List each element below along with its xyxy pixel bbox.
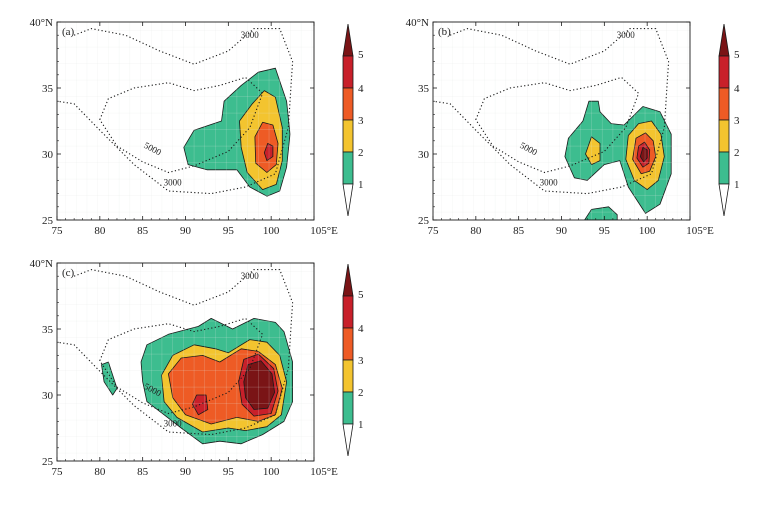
- panel-c-x-tick-label: 95: [223, 466, 235, 478]
- panel-b-colorbar-swatch-below: [718, 183, 730, 217]
- panel-a-colorbar-swatch-2: [342, 119, 354, 153]
- panel-c-contour-5000: [99, 317, 264, 415]
- panel-c-colorbar-swatch-4: [342, 295, 354, 329]
- panel-c-colorbar-label: 4: [358, 323, 364, 335]
- panel-c-contour-label: 3000: [241, 271, 260, 281]
- panel-b-x-tick-label: 105°E: [686, 225, 714, 237]
- panel-a-x-tick-label: 100: [263, 225, 280, 237]
- panel-a-x-tick-label: 90: [180, 225, 192, 237]
- panel-b-colorbar-label: 5: [734, 49, 740, 61]
- panel-c-colorbar: 1 2 3 4 5: [342, 263, 364, 457]
- panel-c-contour-3000: [57, 269, 294, 436]
- panel-b-colorbar-swatch-4: [718, 55, 730, 89]
- panel-c-colorbar-swatch-below: [342, 423, 354, 457]
- panel-a-y-tick-label: 40°N: [30, 17, 53, 29]
- panel-b-x-tick-label: 100: [639, 225, 656, 237]
- panel-a-y-tick-label: 25: [42, 215, 54, 227]
- panel-a-contour-3000: [57, 28, 294, 195]
- panel-b-x-tick-label: 75: [428, 225, 440, 237]
- panel-a-x-tick-label: 85: [137, 225, 149, 237]
- panel-a-contour-label: 3000: [164, 178, 183, 188]
- panel-a-colorbar-label: 4: [358, 83, 364, 95]
- panel-b-label: (b): [438, 26, 451, 38]
- panel-b-colorbar-label: 1: [734, 179, 740, 191]
- panel-b-colorbar-label: 4: [734, 83, 740, 95]
- panel-c-y-tick-label: 40°N: [30, 258, 53, 270]
- panel-b-shaded-region-level-5-6: [639, 146, 648, 163]
- panel-a-colorbar-label: 5: [358, 49, 364, 61]
- panel-a-y-tick-label: 35: [42, 83, 54, 95]
- panel-a-x-tick-label: 75: [52, 225, 64, 237]
- panel-a-colorbar-swatch-5: [342, 23, 354, 57]
- panel-c-x-tick-label: 80: [94, 466, 106, 478]
- panel-b-colorbar-swatch-5: [718, 23, 730, 57]
- panel-b-contour-label: 3000: [617, 30, 636, 40]
- panel-b-colorbar-swatch-2: [718, 119, 730, 153]
- panel-c-x-tick-label: 90: [180, 466, 192, 478]
- panel-c-contour-label: 3000: [164, 419, 183, 429]
- panel-b-y-tick-label: 30: [418, 149, 430, 161]
- panel-a-contour-label: 3000: [241, 30, 260, 40]
- panel-b-shaded-region-level-1-1: [584, 206, 618, 220]
- panel-c-label: (c): [62, 267, 75, 279]
- panel-c-x-tick-label: 100: [263, 466, 280, 478]
- panel-b-colorbar-label: 2: [734, 147, 740, 159]
- panel-c-x-tick-label: 75: [52, 466, 64, 478]
- panel-c-colorbar-swatch-2: [342, 359, 354, 393]
- panel-c-colorbar-swatch-5: [342, 263, 354, 297]
- panel-c-colorbar-label: 2: [358, 387, 364, 399]
- panel-c-y-tick-label: 25: [42, 456, 54, 468]
- panel-c-colorbar-label: 1: [358, 419, 364, 431]
- panel-c-colorbar-label: 3: [358, 355, 364, 367]
- panel-c-x-tick-label: 105°E: [310, 466, 338, 478]
- panel-c-x-tick-label: 85: [137, 466, 149, 478]
- panel-b-x-tick-label: 90: [556, 225, 568, 237]
- panel-a-colorbar-swatch-4: [342, 55, 354, 89]
- panel-a-x-tick-label: 80: [94, 225, 106, 237]
- panel-b-colorbar-label: 3: [734, 115, 740, 127]
- panel-a-contour-5000: [99, 76, 264, 174]
- panel-a-colorbar-label: 3: [358, 115, 364, 127]
- panel-b-y-tick-label: 40°N: [406, 17, 429, 29]
- panel-b-colorbar: 1 2 3 4 5: [718, 23, 740, 217]
- panel-a-x-tick-label: 105°E: [310, 225, 338, 237]
- panel-a-shaded-region-level-4-3: [263, 142, 274, 162]
- panel-b-x-tick-label: 80: [470, 225, 482, 237]
- panel-b-contour-3000: [433, 28, 670, 195]
- panel-b-contour-label: 3000: [540, 178, 559, 188]
- panel-b-colorbar-swatch-3: [718, 87, 730, 121]
- panel-c-y-tick-label: 35: [42, 324, 54, 336]
- panel-b-x-tick-label: 85: [513, 225, 525, 237]
- panel-a-colorbar: 1 2 3 4 5: [342, 23, 364, 217]
- panel-b-y-tick-label: 35: [418, 83, 430, 95]
- panel-a-colorbar-swatch-below: [342, 183, 354, 217]
- panel-b-contour-5000: [475, 76, 640, 174]
- panel-b-x-tick-label: 95: [599, 225, 611, 237]
- panel-c-colorbar-label: 5: [358, 289, 364, 301]
- panel-a-colorbar-label: 2: [358, 147, 364, 159]
- panel-b-y-tick-label: 25: [418, 215, 430, 227]
- panel-a-colorbar-swatch-1: [342, 151, 354, 185]
- panel-a-y-tick-label: 30: [42, 149, 54, 161]
- panel-c-shaded-region-level-5-6: [243, 360, 276, 410]
- panel-c-colorbar-swatch-1: [342, 391, 354, 425]
- panel-a-label: (a): [62, 26, 75, 38]
- panel-c-y-tick-label: 30: [42, 390, 54, 402]
- panel-b-colorbar-swatch-1: [718, 151, 730, 185]
- panel-a-colorbar-swatch-3: [342, 87, 354, 121]
- panel-a-x-tick-label: 95: [223, 225, 235, 237]
- panel-a-colorbar-label: 1: [358, 179, 364, 191]
- panel-c-colorbar-swatch-3: [342, 327, 354, 361]
